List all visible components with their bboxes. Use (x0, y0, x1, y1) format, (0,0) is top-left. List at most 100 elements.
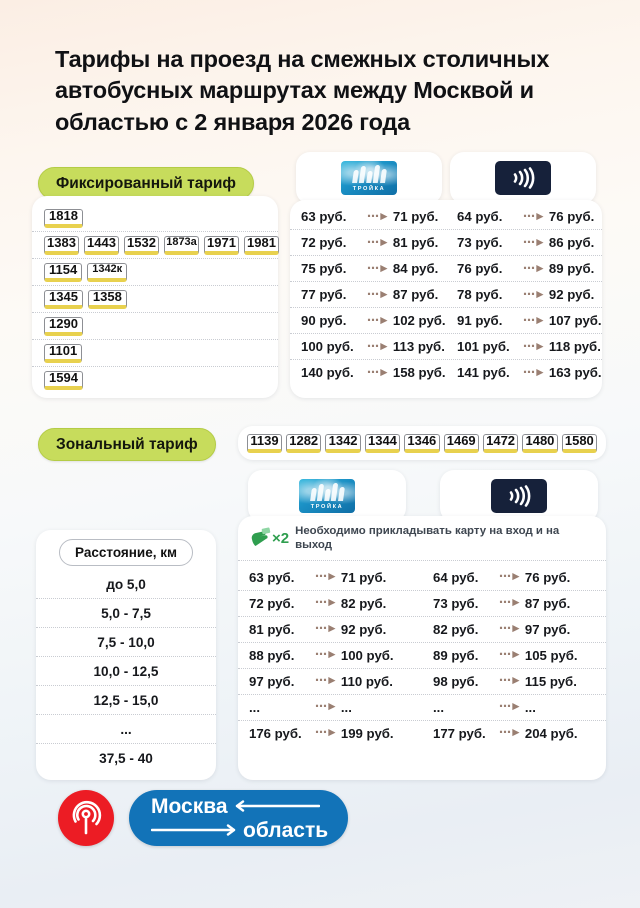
route-number-badge[interactable]: 1154 (44, 262, 83, 282)
troika-fare-old: 140 руб. (301, 365, 354, 380)
contactless-fare-new: 115 руб. (524, 673, 577, 689)
distance-header-wrap: Расстояние, км (36, 530, 216, 570)
badge-line-region: область (151, 818, 328, 842)
arrow-right-icon: ⋯► (315, 595, 338, 609)
route-number-badge[interactable]: 1139 (247, 433, 282, 453)
fare-cell: 72 руб. ⋯► 81 руб. (290, 235, 446, 251)
badge-label-moscow: Москва (151, 794, 228, 818)
fare-cell: 101 руб. ⋯► 118 руб. (446, 338, 602, 355)
arrow-right-icon: ⋯► (315, 647, 338, 661)
route-number-badge[interactable]: 1480 (522, 433, 558, 453)
distance-row: 5,0 - 7,5 (36, 599, 216, 628)
route-number-badge[interactable]: 1344 (364, 433, 401, 453)
fare-cell: 73 руб. ⋯► 87 руб. (422, 595, 606, 611)
contactless-fare-new: 105 руб. (524, 647, 578, 663)
section-pill-fixed-tariff: Фиксированный тариф (38, 167, 254, 200)
route-number-badge[interactable]: 1818 (44, 208, 83, 228)
arrow-right-icon: ⋯► (499, 569, 522, 583)
troika-fare-new: 71 руб. (340, 569, 387, 585)
route-number-badge[interactable]: 1981 (244, 235, 279, 255)
route-number-badge[interactable]: 1282 (286, 433, 322, 453)
route-number-badge[interactable]: 1580 (561, 433, 597, 453)
arrow-right-icon: ⋯► (523, 234, 546, 249)
troika-fare-new: 158 руб. (392, 365, 446, 380)
arrow-right-icon: ⋯► (367, 260, 390, 275)
troika-card-name: ТРОЙКА (352, 186, 386, 192)
zonal-fares-list: 63 руб. ⋯► 71 руб. 64 руб. ⋯► 76 руб. 72 руб. ⋯… (238, 561, 606, 750)
troika-fare-new: 100 руб. (340, 647, 394, 663)
fixed-contactless-card-header (450, 152, 596, 204)
troika-fare-old: 75 руб. (301, 261, 347, 276)
contactless-fare-old: 101 руб. (457, 339, 510, 354)
tap-multiplier: ×2 (272, 529, 290, 547)
fare-cell: 141 руб. ⋯► 163 руб. (446, 365, 602, 381)
fare-cell: 82 руб. ⋯► 97 руб. (422, 621, 606, 637)
route-number-badge[interactable]: 1290 (44, 316, 83, 336)
zonal-troika-card-header: ТРОЙКА (248, 470, 406, 522)
troika-fare-new: 84 руб. (392, 261, 439, 276)
route-group-row: 1594 (32, 367, 278, 393)
route-number-badge[interactable]: 1443 (84, 235, 119, 255)
arrow-right-icon: ⋯► (523, 338, 546, 353)
troika-fare-new: 110 руб. (340, 673, 393, 689)
contactless-fare-old: 73 руб. (457, 235, 503, 250)
troika-fare-old: 63 руб. (301, 209, 347, 224)
table-row: 140 руб. ⋯► 158 руб. 141 руб. ⋯► 163 руб. (290, 360, 602, 385)
contactless-fare-old: 64 руб. (457, 209, 503, 224)
troika-fare-new: 87 руб. (392, 287, 439, 302)
arrow-right-icon: ⋯► (315, 569, 338, 583)
contactless-fare-new: 89 руб. (548, 261, 595, 276)
arrow-right-icon: ⋯► (315, 725, 338, 739)
table-row: 77 руб. ⋯► 87 руб. 78 руб. ⋯► 92 руб. (290, 282, 602, 308)
fixed-routes-panel: 1818 1383 1443 1532 1873а 1971 1981 1154 1342к 13… (32, 196, 279, 398)
arrow-right-icon: ⋯► (499, 595, 522, 609)
section-pill-zonal-tariff: Зональный тариф (38, 428, 216, 461)
tap-twice-note: ×2 Необходимо прикладывать карту на вход… (238, 516, 606, 561)
route-number-badge[interactable]: 1342 (325, 433, 361, 453)
troika-fare-old: 72 руб. (301, 235, 347, 250)
route-number-badge[interactable]: 1472 (482, 433, 519, 453)
fare-cell: 98 руб. ⋯► 115 руб. (422, 673, 606, 689)
arrow-right-icon: ⋯► (367, 364, 390, 379)
contactless-fare-new: 118 руб. (548, 339, 601, 354)
arrow-right-icon: ⋯► (523, 312, 546, 327)
route-number-badge[interactable]: 1873а (164, 235, 199, 255)
route-group-row: 1101 (32, 340, 278, 367)
route-number-badge[interactable]: 1532 (124, 235, 159, 255)
contactless-fare-new: 92 руб. (548, 287, 595, 302)
arrow-right-icon: ⋯► (499, 673, 522, 687)
distance-row: 37,5 - 40 (99, 750, 153, 766)
contactless-fare-new: 76 руб. (524, 569, 571, 585)
zonal-contactless-card-header (440, 470, 598, 522)
footer-branding: Москва область (58, 790, 349, 846)
arrow-right-icon: ⋯► (499, 647, 522, 661)
route-number-badge[interactable]: 1101 (44, 343, 83, 363)
route-number-badge[interactable]: 1971 (204, 235, 239, 255)
hand-tap-badge: ×2 (249, 527, 289, 549)
route-number-badge[interactable]: 1345 (44, 289, 83, 309)
troika-fare-new: 82 руб. (340, 595, 387, 611)
route-number-badge[interactable]: 1383 (44, 235, 79, 255)
arrow-right-icon: ⋯► (523, 286, 546, 301)
route-number-badge[interactable]: 1594 (44, 370, 83, 390)
troika-fare-new: 71 руб. (392, 209, 439, 224)
troika-horses-art (341, 162, 397, 183)
troika-card-name: ТРОЙКА (310, 504, 344, 510)
page-title: Тарифы на проезд на смежных столичных ав… (55, 46, 550, 135)
route-number-badge[interactable]: 1342к (87, 262, 128, 282)
route-number-badge[interactable]: 1346 (404, 433, 440, 453)
contactless-fare-new: 76 руб. (548, 209, 595, 224)
arrow-right-icon: ⋯► (367, 312, 390, 327)
contactless-fare-old: 91 руб. (457, 313, 503, 328)
arrow-right-icon: ⋯► (499, 699, 522, 713)
arrow-left-icon (235, 800, 320, 812)
route-group-row: 1345 1358 (32, 286, 278, 313)
route-number-badge[interactable]: 1469 (443, 433, 479, 453)
tap-note-text: Необходимо прикладывать карту на вход и … (295, 525, 560, 552)
troika-fare-old: 77 руб. (301, 287, 347, 302)
contactless-fare-old: 141 руб. (457, 365, 510, 380)
route-number-badge[interactable]: 1358 (87, 289, 127, 309)
troika-fare-old: ... (249, 699, 260, 715)
fare-cell: 88 руб. ⋯► 100 руб. (238, 647, 422, 663)
distance-column-header: Расстояние, км (59, 539, 193, 566)
